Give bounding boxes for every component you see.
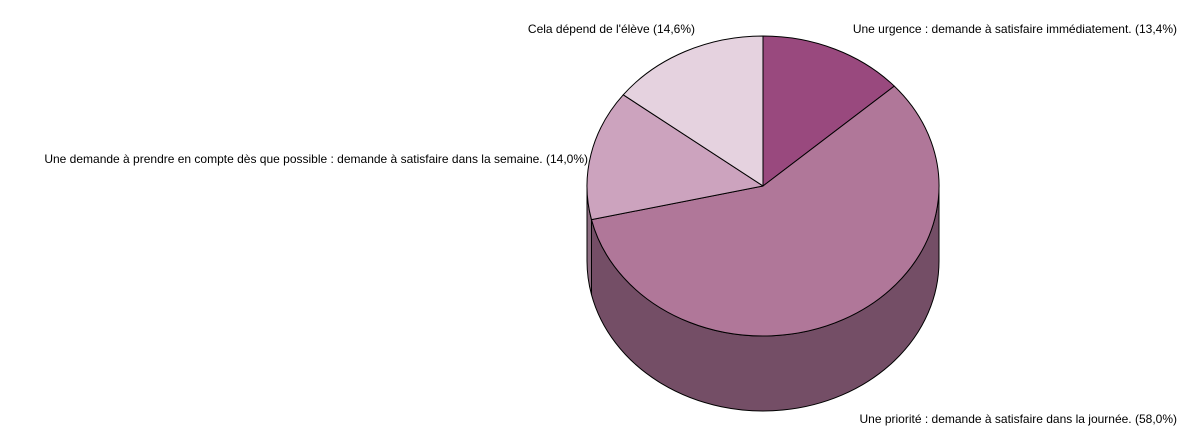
slice-labels: Une urgence : demande à satisfaire imméd… — [44, 22, 1177, 426]
pie-slice-2 — [586, 94, 764, 221]
slice-label-priorite: Une priorité : demande à satisfaire dans… — [859, 412, 1177, 426]
pie-top-face — [586, 35, 940, 337]
pie-slice-0 — [762, 35, 895, 187]
pie-slice-3 — [622, 35, 764, 187]
pie-slice-1 — [590, 85, 940, 337]
slice-label-cela-depend: Cela dépend de l'élève (14,6%) — [528, 22, 695, 36]
slice-label-des-que-possible: Une demande à prendre en compte dès que … — [44, 152, 588, 166]
slice-label-urgence: Une urgence : demande à satisfaire imméd… — [853, 22, 1177, 36]
